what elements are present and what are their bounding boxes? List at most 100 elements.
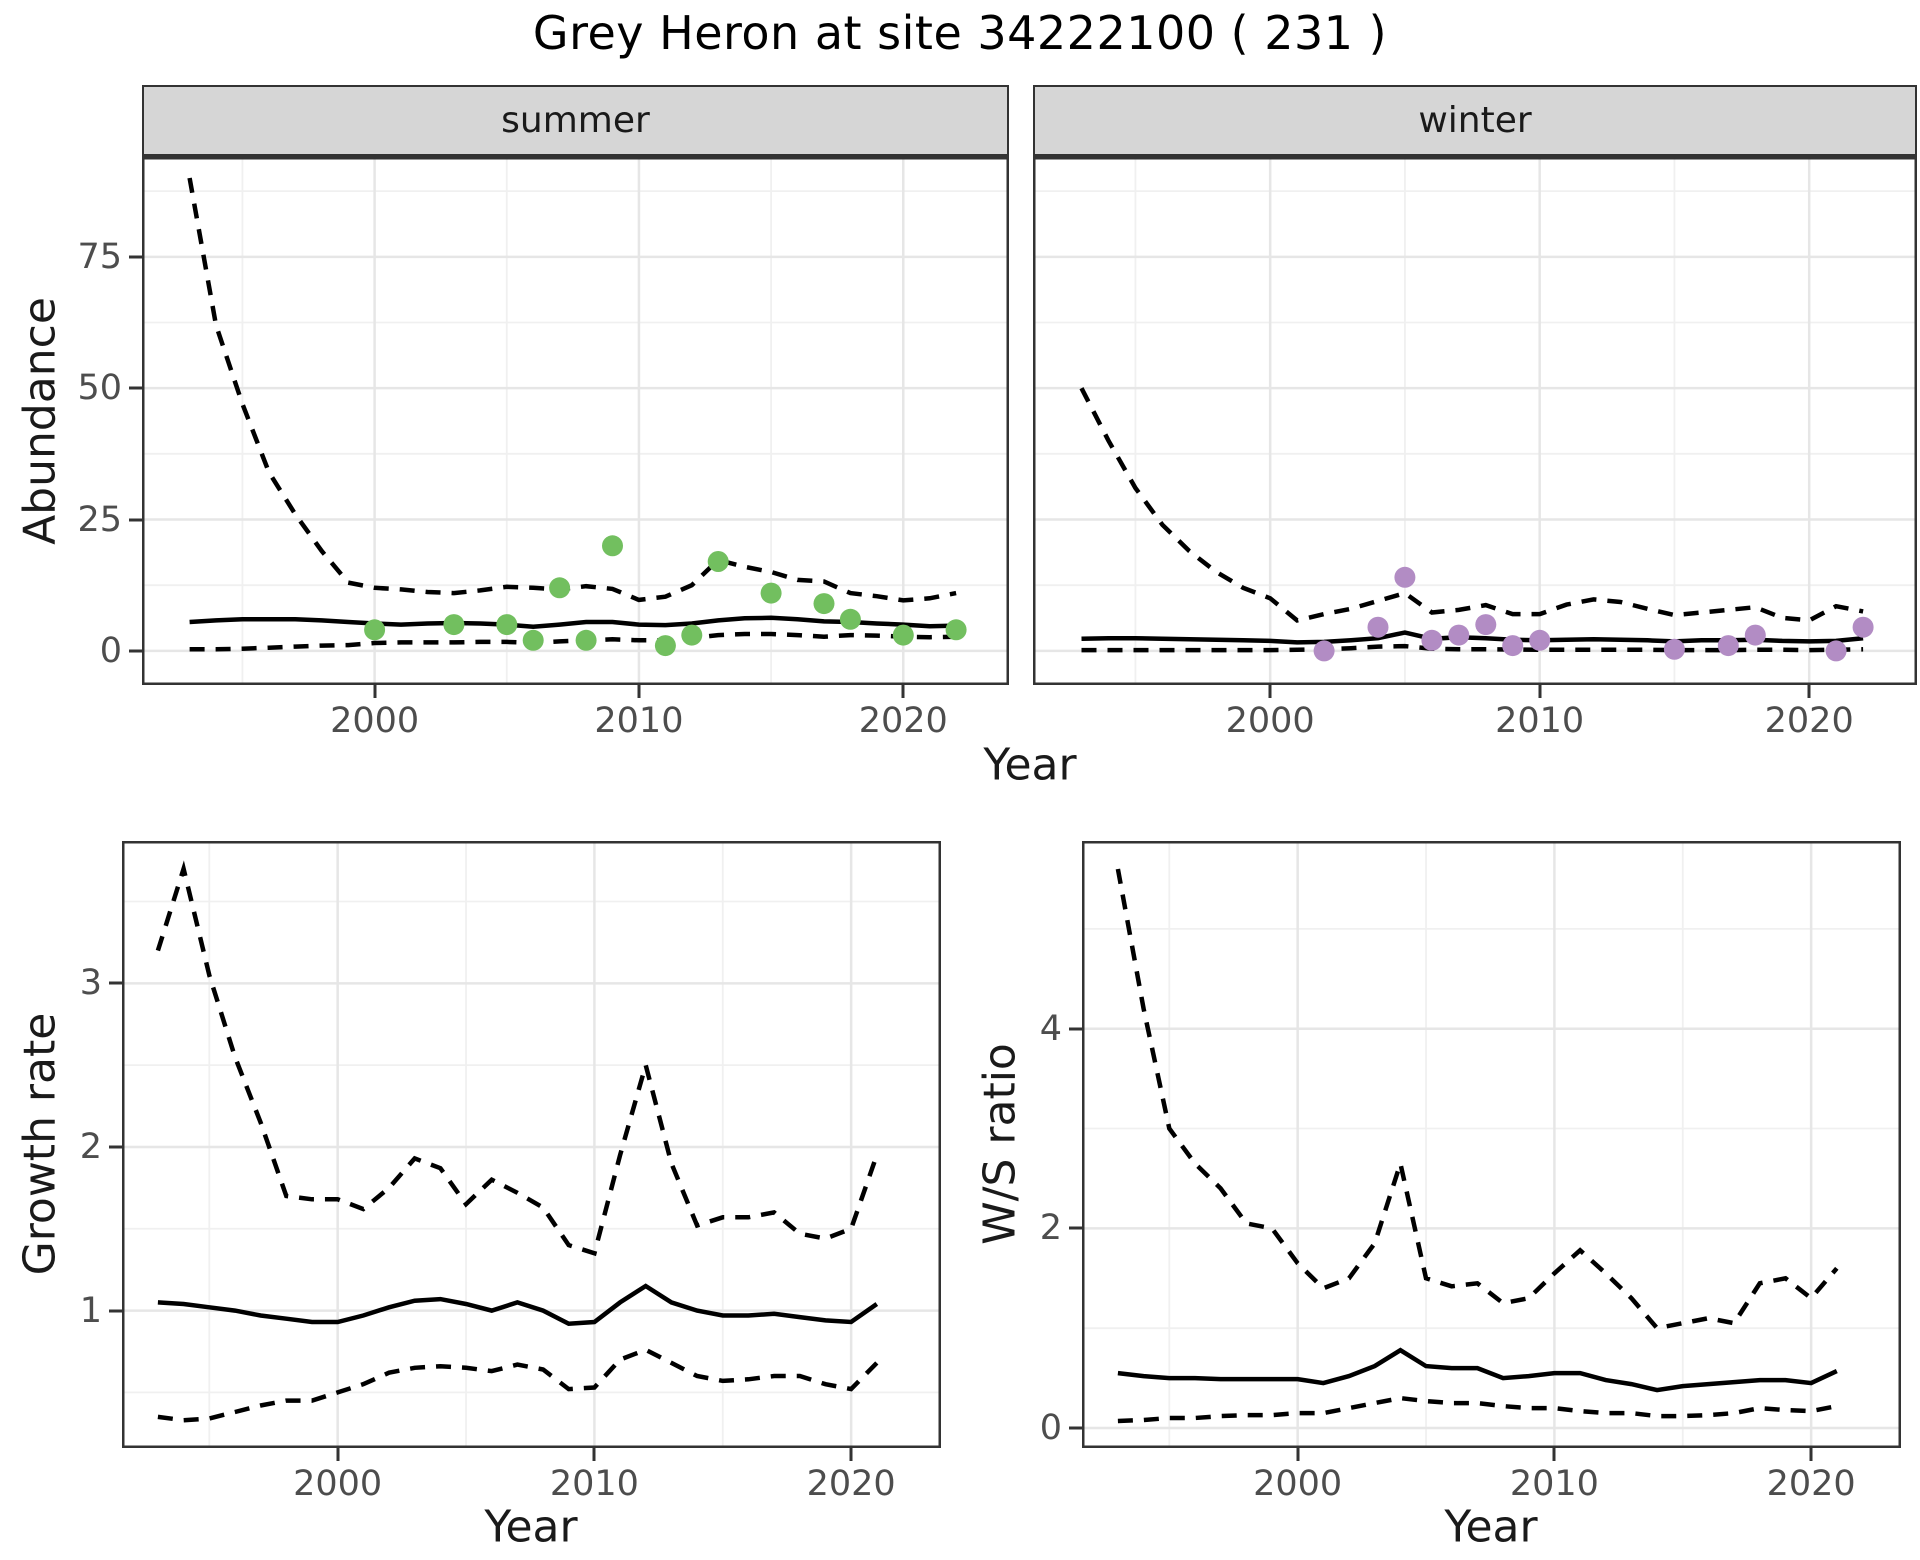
summer-y-tick-mark — [129, 255, 142, 259]
winter-observation-point — [1448, 624, 1470, 646]
facet-strip-winter: winter — [1033, 85, 1917, 157]
summer-observation-point — [681, 624, 703, 646]
winter-observation-point — [1502, 635, 1524, 657]
summer-y-tick-mark — [129, 518, 142, 521]
summer-observation-point — [839, 608, 861, 630]
summer-observation-point — [892, 624, 914, 646]
winter-plot-panel — [1033, 157, 1917, 685]
growth-x-tick-label: 2000 — [293, 1464, 383, 1504]
facet-strip-winter-label: winter — [1418, 100, 1532, 141]
x-axis-title-year-growth: Year — [484, 1501, 578, 1553]
summer-upper_ci-line — [187, 177, 957, 603]
summer-observation-point — [945, 619, 967, 641]
summer-x-tick-label: 2010 — [594, 701, 684, 741]
winter-observation-point — [1367, 616, 1389, 638]
ws-y-tick-mark — [1069, 1027, 1082, 1031]
summer-observation-point — [575, 629, 597, 651]
summer-x-tick-mark — [373, 685, 377, 698]
summer-y-tick-label: 25 — [77, 499, 122, 540]
growth-y-tick-mark — [109, 1145, 122, 1149]
growth-plot-panel — [122, 841, 941, 1448]
growth-median-line — [157, 1283, 879, 1326]
ws-plot-panel — [1082, 841, 1901, 1448]
summer-x-tick-label: 2000 — [330, 701, 420, 741]
y-axis-title-ws-ratio: W/S ratio — [974, 1043, 1026, 1245]
growth-x-tick-label: 2020 — [806, 1464, 896, 1504]
summer-observation-point — [364, 619, 386, 641]
winter-x-tick-mark — [1268, 685, 1272, 698]
ws-x-tick-mark — [1809, 1448, 1813, 1461]
winter-observation-point — [1313, 640, 1335, 662]
summer-observation-point — [443, 614, 465, 636]
summer-observation-point — [549, 577, 571, 599]
growth-panel-border — [122, 841, 941, 1448]
summer-observation-point — [496, 614, 518, 636]
x-axis-title-year-top: Year — [983, 739, 1077, 791]
summer-median-line — [189, 615, 957, 629]
summer-y-tick-label: 75 — [77, 236, 122, 277]
summer-y-tick-label: 0 — [99, 630, 122, 671]
winter-x-tick-label: 2000 — [1225, 701, 1315, 741]
growth-upper_ci-line — [155, 860, 879, 1257]
ws-x-tick-label: 2000 — [1253, 1464, 1343, 1504]
growth-x-tick-label: 2010 — [549, 1464, 639, 1504]
winter-x-tick-mark — [1807, 685, 1811, 698]
facet-strip-summer-label: summer — [501, 100, 650, 141]
summer-x-tick-mark — [637, 685, 641, 698]
growth-y-tick-mark — [109, 981, 122, 985]
winter-observation-point — [1825, 640, 1847, 662]
winter-observation-point — [1852, 616, 1874, 638]
winter-observation-point — [1421, 629, 1443, 651]
summer-observation-point — [813, 593, 835, 615]
summer-observation-point — [707, 551, 729, 572]
x-axis-title-year-ws: Year — [1444, 1501, 1538, 1553]
winter-observation-point — [1394, 566, 1416, 588]
summer-observation-point — [654, 635, 676, 657]
winter-observation-point — [1744, 624, 1766, 646]
summer-observation-point — [602, 535, 623, 557]
ws-panel-border — [1082, 841, 1901, 1448]
growth-lower_ci-line — [157, 1347, 879, 1423]
facet-strip-summer: summer — [142, 85, 1009, 157]
growth-y-tick-label: 3 — [79, 963, 102, 1004]
ws-x-tick-mark — [1552, 1448, 1556, 1461]
winter-x-tick-mark — [1538, 685, 1542, 698]
winter-panel-border — [1033, 157, 1917, 685]
growth-x-tick-mark — [592, 1448, 596, 1461]
chart-title: Grey Heron at site 34222100 ( 231 ) — [532, 6, 1388, 60]
winter-observation-point — [1663, 638, 1685, 660]
summer-observation-point — [522, 629, 544, 651]
winter-observation-point — [1529, 629, 1551, 651]
ws-y-tick-label: 0 — [1039, 1408, 1062, 1449]
ws-upper_ci-line — [1115, 868, 1839, 1331]
growth-y-tick-label: 1 — [79, 1290, 102, 1331]
y-axis-title-abundance: Abundance — [14, 297, 66, 545]
growth-x-tick-mark — [336, 1448, 340, 1461]
ws-x-tick-mark — [1296, 1448, 1300, 1461]
summer-observation-point — [760, 582, 782, 604]
summer-x-tick-label: 2020 — [858, 701, 948, 741]
summer-plot-panel — [142, 157, 1009, 685]
winter-observation-point — [1475, 614, 1497, 636]
summer-y-tick-mark — [129, 386, 142, 390]
ws-median-line — [1117, 1347, 1838, 1393]
ws-x-tick-label: 2020 — [1766, 1464, 1856, 1504]
ws-lower_ci-line — [1117, 1395, 1838, 1424]
summer-y-tick-mark — [129, 649, 142, 653]
growth-y-tick-mark — [109, 1309, 122, 1313]
growth-y-tick-label: 2 — [79, 1126, 102, 1167]
summer-panel-border — [142, 157, 1009, 685]
winter-x-tick-label: 2010 — [1495, 701, 1585, 741]
winter-observation-point — [1717, 635, 1739, 657]
ws-y-tick-mark — [1069, 1426, 1082, 1430]
summer-y-tick-label: 50 — [77, 368, 122, 409]
ws-y-tick-label: 2 — [1039, 1208, 1062, 1249]
growth-x-tick-mark — [849, 1448, 853, 1461]
y-axis-title-growth-rate: Growth rate — [14, 1012, 66, 1276]
ws-y-tick-mark — [1069, 1226, 1082, 1230]
ws-x-tick-label: 2010 — [1509, 1464, 1599, 1504]
summer-x-tick-mark — [901, 685, 905, 698]
ws-y-tick-label: 4 — [1039, 1008, 1062, 1049]
winter-x-tick-label: 2020 — [1764, 701, 1854, 741]
